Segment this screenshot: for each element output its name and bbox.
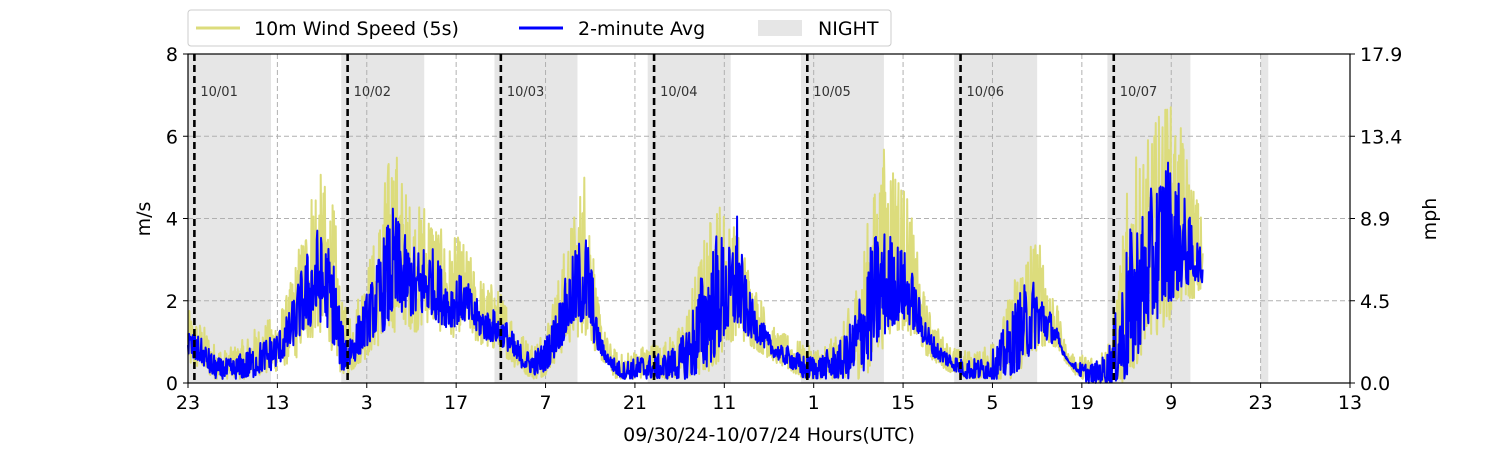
y-axis-title-right: mph: [1419, 198, 1441, 241]
x-axis-title: 09/30/24-10/07/24 Hours(UTC): [623, 424, 915, 446]
x-tick-label: 11: [712, 392, 736, 414]
x-tick-label: 19: [1070, 392, 1094, 414]
y-tick-label-left: 6: [166, 126, 178, 148]
legend-night-label: NIGHT: [818, 18, 879, 40]
x-tick-label: 21: [623, 392, 647, 414]
y-tick-label-left: 4: [166, 209, 178, 231]
day-marker-label: 10/03: [507, 85, 544, 100]
x-tick-label: 9: [1165, 392, 1177, 414]
x-tick-label: 17: [444, 392, 468, 414]
x-tick-label: 5: [986, 392, 998, 414]
wind-speed-line: [187, 106, 1204, 384]
y-tick-label-left: 8: [166, 44, 178, 66]
y-axis-title-left: m/s: [133, 202, 155, 237]
x-tick-label: 1: [808, 392, 820, 414]
day-marker-label: 10/01: [200, 85, 237, 100]
x-tick-label: 23: [1249, 392, 1273, 414]
day-marker-layer: 10/01 10/02 10/03 10/04 10/05 10/06 10/07: [193, 54, 1157, 383]
left-y-axis: 0 2 4 6 8: [166, 44, 188, 395]
day-marker-label: 10/07: [1120, 85, 1157, 100]
y-tick-label-left: 2: [166, 291, 178, 313]
day-marker-label: 10/05: [813, 85, 850, 100]
legend-speed-label: 10m Wind Speed (5s): [254, 18, 459, 40]
day-marker-label: 10/06: [967, 85, 1004, 100]
x-tick-label: 23: [176, 392, 200, 414]
x-tick-label: 13: [1338, 392, 1362, 414]
y-tick-label-left: 0: [166, 373, 178, 395]
two-minute-avg-line: [187, 161, 1204, 384]
x-tick-label: 7: [539, 392, 551, 414]
two-minute-avg-series: [187, 161, 1204, 384]
y-tick-label-right: 8.9: [1360, 209, 1390, 231]
day-marker-label: 10/04: [660, 85, 697, 100]
day-marker-label: 10/02: [354, 85, 391, 100]
right-y-axis: 0.0 4.5 8.9 13.4 17.9: [1350, 44, 1402, 395]
x-tick-label: 15: [891, 392, 915, 414]
x-tick-label: 3: [361, 392, 373, 414]
y-tick-label-right: 0.0: [1360, 373, 1390, 395]
legend-night-swatch: [758, 20, 802, 36]
legend: 10m Wind Speed (5s) 2-minute Avg NIGHT: [187, 9, 892, 47]
y-tick-label-right: 13.4: [1360, 126, 1402, 148]
legend-avg-label: 2-minute Avg: [578, 18, 705, 40]
y-tick-label-right: 4.5: [1360, 291, 1390, 313]
wind-speed-series: [187, 106, 1204, 384]
y-tick-label-right: 17.9: [1360, 44, 1402, 66]
x-tick-label: 13: [265, 392, 289, 414]
x-axis: 23 13 3 17 7 21 11 1 15 5 19 9 23 13: [176, 383, 1362, 414]
